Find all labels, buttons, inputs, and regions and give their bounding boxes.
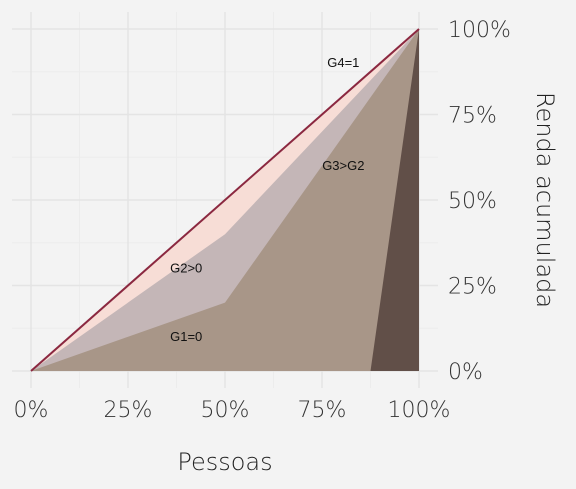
x-tick-label: 50% <box>201 398 250 423</box>
series-layer <box>30 28 420 372</box>
annotation-label: G4=1 <box>327 55 359 70</box>
y-tick-label: 0% <box>448 360 483 385</box>
y-axis-title: Renda acumulada <box>531 92 559 308</box>
y-tick-label: 50% <box>448 189 497 214</box>
area-series-4 <box>31 29 419 371</box>
x-axis-title: Pessoas <box>177 448 272 476</box>
equality-line <box>30 28 420 372</box>
x-tick-label: 25% <box>104 398 153 423</box>
y-tick-labels: 0% 25% 50% 75% 100% <box>448 18 511 385</box>
x-tick-labels: 0% 25% 50% 75% 100% <box>14 398 451 423</box>
x-tick-label: 100% <box>388 398 451 423</box>
y-tick-label: 25% <box>448 275 497 300</box>
y-tick-label: 100% <box>448 18 511 43</box>
y-tick-label: 75% <box>448 104 497 129</box>
annotation-label: G1=0 <box>170 329 202 344</box>
x-tick-label: 75% <box>298 398 347 423</box>
annotation-layer: G4=1 G3>G2 G2>0 G1=0 <box>170 55 364 344</box>
annotation-label: G3>G2 <box>322 158 364 173</box>
annotation-label: G2>0 <box>170 260 202 275</box>
area-series-3 <box>31 29 419 371</box>
x-tick-label: 0% <box>14 398 49 423</box>
